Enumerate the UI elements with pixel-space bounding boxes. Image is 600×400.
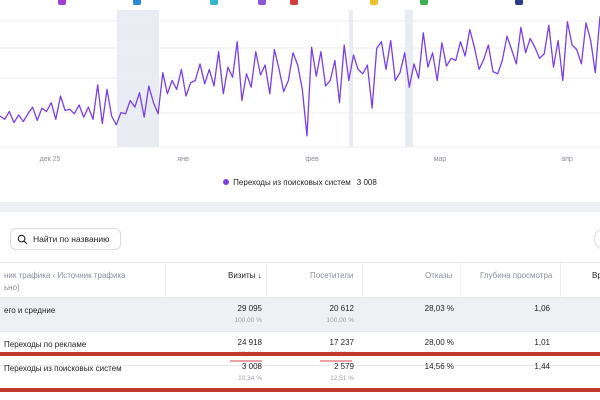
- header-visits[interactable]: Визиты ↓: [228, 271, 262, 280]
- series-chip[interactable]: [290, 0, 298, 5]
- series-chip[interactable]: [370, 0, 378, 5]
- visits-value: 3 008: [241, 362, 262, 371]
- visits-share-bar: [230, 360, 262, 362]
- column-divider: [266, 263, 267, 299]
- visitors-value: 20 612: [329, 304, 354, 313]
- table-row-highlighted[interactable]: Переходы из поисковых систем 3 008 10,34…: [0, 356, 600, 390]
- x-tick-label: апр: [561, 156, 573, 163]
- bounces-value: 28,00 %: [424, 338, 454, 347]
- header-depth[interactable]: Глубина просмотра: [480, 271, 553, 280]
- find-by-name-button[interactable]: Найти по названию: [10, 228, 121, 250]
- header-source[interactable]: ник трафика ‹ Источник трафика: [4, 271, 126, 280]
- column-divider: [165, 263, 166, 299]
- x-tick-label: янв: [177, 156, 189, 163]
- visitors-value: 2 579: [333, 362, 354, 371]
- x-tick-label: дек 25: [40, 156, 61, 163]
- traffic-chart-card: дек 25 янв фев мар апр Переходы из поисковых…: [0, 6, 600, 202]
- highlight-line-top: [0, 352, 600, 356]
- visits-percent: 100,00 %: [234, 317, 262, 324]
- x-axis-ticks: дек 25 янв фев мар апр: [40, 156, 573, 163]
- column-divider: [460, 263, 461, 299]
- legend-label: Переходы из поисковых систем: [233, 178, 351, 187]
- header-extra[interactable]: Вр: [592, 271, 600, 280]
- series-chip[interactable]: [58, 0, 66, 5]
- highlight-line-bottom: [0, 388, 600, 392]
- series-legend-strip: [0, 0, 600, 6]
- depth-value: 1,01: [534, 338, 550, 347]
- search-icon: [17, 234, 28, 244]
- visitors-percent: 100,00 %: [326, 317, 354, 324]
- chart-legend[interactable]: Переходы из поисковых систем 3 008: [0, 178, 600, 187]
- bounces-value: 28,03 %: [424, 304, 454, 313]
- row-name: Переходы из поисковых систем: [4, 364, 122, 373]
- chart-gridlines: [0, 20, 600, 148]
- visitors-percent: 12,51 %: [330, 375, 354, 382]
- settings-circle-button[interactable]: [594, 228, 600, 250]
- header-bounces[interactable]: Отказы: [425, 271, 453, 280]
- row-name: Переходы по рекламе: [4, 340, 87, 349]
- find-by-name-label: Найти по названию: [33, 234, 110, 244]
- table-header: ник трафика ‹ Источник трафика ьно) Визи…: [0, 262, 600, 299]
- column-divider: [362, 263, 363, 299]
- traffic-line-chart: дек 25 янв фев мар апр: [0, 10, 600, 163]
- x-tick-label: фев: [305, 156, 319, 163]
- row-name: его и средние: [4, 306, 56, 315]
- visits-value: 29 095: [237, 304, 262, 313]
- header-visitors[interactable]: Посетители: [310, 271, 354, 280]
- series-chip[interactable]: [210, 0, 218, 5]
- series-chip[interactable]: [133, 0, 141, 5]
- series-chip[interactable]: [258, 0, 266, 5]
- series-line-search: [0, 16, 600, 137]
- report-table-card: Найти по названию ник трафика ‹ Источник…: [0, 212, 600, 400]
- visits-percent: 10,34 %: [238, 375, 262, 382]
- visitors-share-bar: [320, 360, 352, 362]
- x-tick-label: мар: [434, 156, 447, 163]
- header-source-line2: ьно): [4, 283, 20, 292]
- series-chip[interactable]: [420, 0, 428, 5]
- series-chip[interactable]: [515, 0, 523, 5]
- legend-value: 3 008: [356, 178, 377, 187]
- depth-value: 1,06: [534, 304, 550, 313]
- legend-dot: [223, 179, 230, 185]
- depth-value: 1,44: [534, 362, 550, 371]
- visits-value: 24 918: [237, 338, 262, 347]
- table-row-totals[interactable]: его и средние 29 095 100,00 % 20 612 100…: [0, 298, 600, 332]
- column-divider: [560, 263, 561, 299]
- visitors-value: 17 237: [329, 338, 354, 347]
- bounces-value: 14,56 %: [424, 362, 454, 371]
